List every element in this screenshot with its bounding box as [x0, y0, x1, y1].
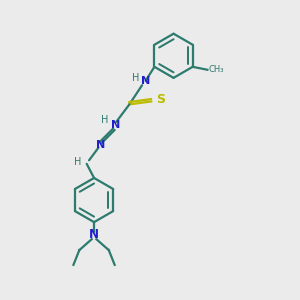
Text: CH₃: CH₃ — [209, 65, 224, 74]
Text: N: N — [141, 76, 150, 86]
Text: N: N — [111, 120, 120, 130]
Text: H: H — [132, 73, 139, 83]
Text: H: H — [101, 115, 109, 125]
Text: H: H — [74, 157, 81, 167]
Text: N: N — [96, 140, 105, 150]
Text: S: S — [156, 93, 165, 106]
Text: N: N — [89, 228, 99, 241]
